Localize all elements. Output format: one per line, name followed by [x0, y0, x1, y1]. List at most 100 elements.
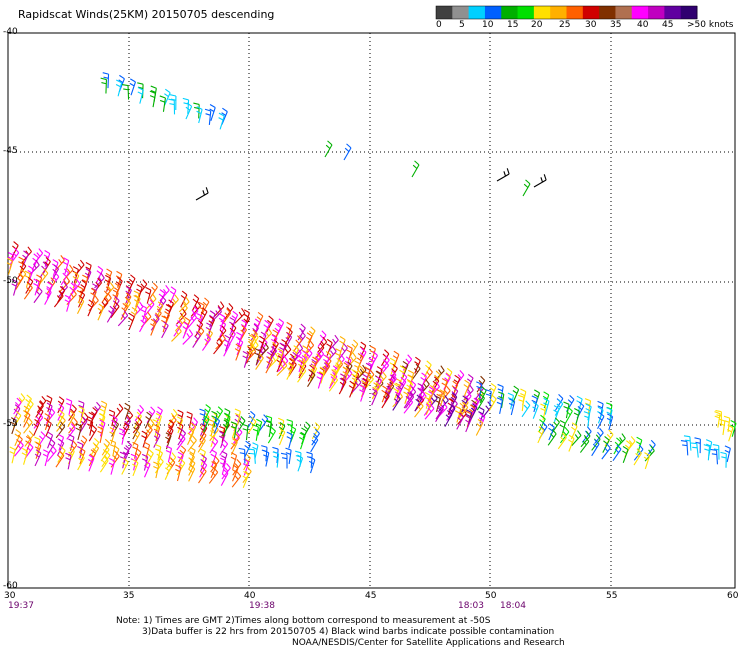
wind-barb [102, 72, 110, 89]
wind-barb [54, 255, 65, 272]
wind-barb [420, 372, 427, 390]
wind-barb [164, 463, 172, 480]
wind-barb [584, 398, 592, 415]
wind-barb [258, 335, 266, 353]
wind-barb [403, 397, 414, 414]
wind-barb [591, 439, 600, 457]
wind-barb [14, 429, 22, 447]
colorbar-swatch [452, 6, 470, 19]
wind-barb [122, 84, 130, 100]
wind-barb [21, 250, 29, 268]
wind-barb [24, 270, 31, 288]
wind-barb [23, 417, 33, 434]
wind-barb [463, 379, 471, 397]
wind-barb [100, 444, 110, 462]
wind-barb [57, 396, 65, 414]
wind-barb [213, 301, 225, 317]
wind-barb [406, 386, 417, 404]
wind-barb [456, 412, 464, 430]
wind-barb [554, 399, 564, 416]
wind-barb [213, 416, 221, 434]
wind-barb [643, 452, 651, 470]
y-tick-label: -40 [3, 27, 18, 37]
wind-barb [33, 418, 40, 436]
wind-barb [208, 467, 219, 484]
wind-barb [188, 305, 199, 323]
wind-barb [278, 428, 286, 446]
wind-barb [191, 294, 200, 312]
wind-barb [112, 289, 119, 307]
wind-barb [141, 453, 149, 471]
wind-barb [512, 385, 520, 403]
wind-barb [129, 78, 136, 96]
note-line-3: NOAA/NESDIS/Center for Satellite Applica… [292, 638, 565, 648]
wind-barb [338, 343, 348, 360]
wind-barb [166, 452, 177, 469]
wind-barb [724, 445, 731, 463]
wind-barb [202, 334, 211, 351]
wind-barb [266, 315, 274, 333]
wind-barb [192, 331, 201, 348]
wind-barb [169, 94, 177, 110]
wind-barb [64, 294, 71, 312]
wind-barb [359, 384, 366, 402]
colorbar-label-45: 45 [662, 20, 674, 30]
wind-barb [223, 339, 231, 357]
wind-barb [597, 412, 605, 430]
wind-barb [532, 401, 539, 419]
wind-barb [222, 419, 230, 437]
wind-barb [198, 301, 205, 319]
wind-barb [234, 408, 241, 426]
wind-barb [11, 278, 18, 296]
wind-barb [203, 404, 211, 422]
wind-barb [563, 401, 570, 419]
wind-barb [43, 413, 51, 431]
wind-barb [166, 426, 174, 444]
wind-barb [149, 90, 156, 108]
wind-barb [579, 436, 590, 453]
wind-barb [104, 274, 112, 292]
wind-barb [109, 439, 117, 457]
wind-barb [171, 326, 182, 342]
wind-barb [278, 421, 286, 439]
wind-barb [213, 338, 223, 355]
wind-barb [24, 430, 34, 447]
wind-barb [182, 97, 190, 114]
x-tick-label: 60 [727, 591, 739, 601]
wind-barb [144, 418, 155, 435]
wind-barb [168, 98, 176, 115]
wind-barb [27, 265, 34, 283]
wind-barb [23, 410, 31, 428]
y-tick-label: -55 [3, 419, 18, 429]
wind-barb [703, 444, 711, 461]
wind-barb [310, 435, 319, 453]
wind-barb [110, 301, 120, 319]
wind-barb [573, 407, 581, 425]
wind-barb [230, 421, 238, 438]
wind-barb [119, 451, 127, 469]
wind-barb [153, 424, 161, 442]
wind-barb [189, 446, 196, 464]
wind-barb [248, 448, 256, 464]
wind-barb [633, 448, 642, 466]
wind-barb [91, 437, 100, 455]
wind-barb [219, 457, 227, 475]
x-tick-label: 50 [485, 591, 497, 601]
wind-barb [261, 445, 268, 462]
note-line-2: 3)Data buffer is 22 hrs from 20150705 4)… [142, 627, 555, 637]
wind-barb [531, 395, 538, 413]
x-tick-label: 35 [123, 591, 135, 601]
wind-barb [559, 426, 570, 444]
wind-barb [137, 86, 144, 104]
wind-barb [197, 435, 206, 453]
wind-barb [121, 457, 129, 475]
wind-barb [307, 370, 316, 387]
wind-barb [348, 380, 356, 398]
colorbar-label-40: 40 [637, 20, 649, 30]
wind-barb [338, 377, 347, 395]
wind-barb [351, 377, 362, 394]
wind-barb [730, 420, 737, 437]
wind-barb [196, 106, 203, 124]
wind-barb [10, 417, 17, 435]
wind-barb [277, 355, 289, 372]
